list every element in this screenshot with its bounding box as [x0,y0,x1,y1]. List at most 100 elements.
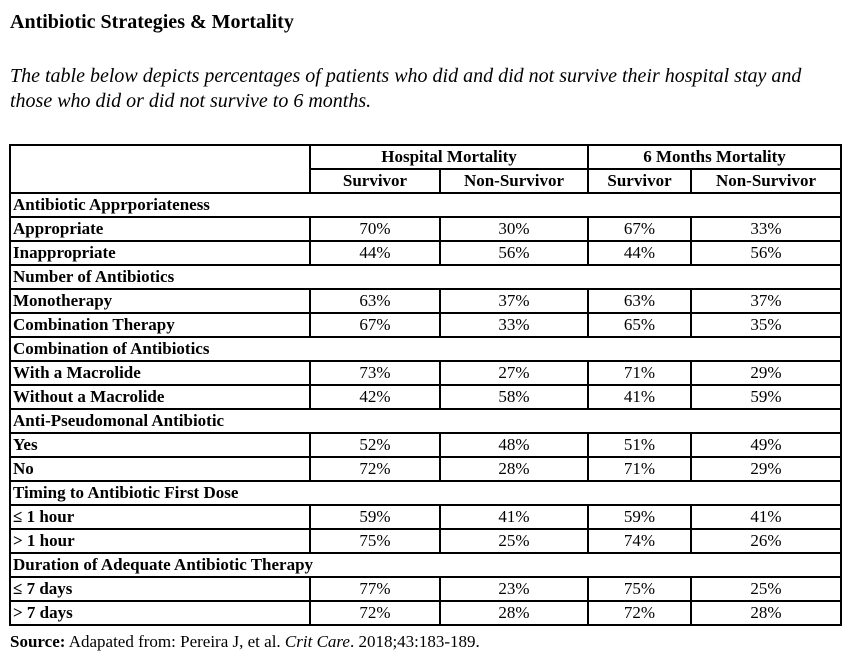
section-header: Antibiotic Apprporiateness [8,192,843,218]
value-cell: 28% [438,600,590,626]
value-cell: 72% [309,600,441,626]
row-label: ≤ 1 hour [9,504,311,530]
value-cell: 35% [690,312,843,338]
value-cell: 26% [690,528,843,554]
value-cell: 25% [438,528,590,554]
value-cell: 59% [690,384,843,410]
value-cell: 41% [438,504,590,530]
page-title: Antibiotic Strategies & Mortality [10,11,294,33]
table-row: Yes 52% 48% 51% 49% [9,432,843,458]
row-label: ≤ 7 days [9,576,311,602]
section-header: Timing to Antibiotic First Dose [8,480,843,506]
value-cell: 58% [438,384,590,410]
value-cell: 37% [690,288,843,314]
table-row: Inappropriate 44% 56% 44% 56% [9,240,843,266]
value-cell: 70% [309,216,441,242]
table-row: ≤ 1 hour 59% 41% 59% 41% [9,504,843,530]
table-row: Without a Macrolide 42% 58% 41% 59% [9,384,843,410]
section-header: Number of Antibiotics [8,264,843,290]
subheader-6mo-non-survivor: Non-Survivor [690,168,843,194]
value-cell: 71% [587,456,693,482]
value-cell: 72% [587,600,693,626]
table-row: ≤ 7 days 77% 23% 75% 25% [9,576,843,602]
value-cell: 65% [587,312,693,338]
section-header: Combination of Antibiotics [8,336,843,362]
value-cell: 73% [309,360,441,386]
row-label: Yes [9,432,311,458]
corner-cell [9,144,311,194]
source-label: Source: [10,632,66,651]
value-cell: 67% [309,312,441,338]
value-cell: 27% [438,360,590,386]
value-cell: 63% [587,288,693,314]
value-cell: 56% [438,240,590,266]
table-row: Monotherapy 63% 37% 63% 37% [9,288,843,314]
value-cell: 29% [690,456,843,482]
table-row: > 1 hour 75% 25% 74% 26% [9,528,843,554]
row-label: > 7 days [9,600,311,626]
table-row: Appropriate 70% 30% 67% 33% [9,216,843,242]
row-label: No [9,456,311,482]
value-cell: 52% [309,432,441,458]
value-cell: 59% [587,504,693,530]
value-cell: 33% [690,216,843,242]
col-group-6-months-mortality: 6 Months Mortality [587,144,843,170]
value-cell: 28% [690,600,843,626]
value-cell: 74% [587,528,693,554]
row-label: Inappropriate [9,240,311,266]
section-header: Duration of Adequate Antibiotic Therapy [8,552,843,578]
value-cell: 41% [690,504,843,530]
subheader-hospital-survivor: Survivor [309,168,441,194]
value-cell: 41% [587,384,693,410]
value-cell: 75% [587,576,693,602]
value-cell: 49% [690,432,843,458]
source-journal: Crit Care [284,632,350,651]
value-cell: 44% [587,240,693,266]
col-group-hospital-mortality: Hospital Mortality [308,144,590,170]
row-label: Appropriate [9,216,311,242]
row-label: Combination Therapy [9,312,311,338]
source-text: Adapated from: Pereira J, et al. [65,632,285,651]
value-cell: 59% [309,504,441,530]
subtitle: The table below depicts percentages of p… [10,65,802,112]
value-cell: 77% [309,576,441,602]
row-label: > 1 hour [9,528,311,554]
value-cell: 23% [438,576,590,602]
row-label: Monotherapy [9,288,311,314]
table-row: > 7 days 72% 28% 72% 28% [9,600,843,626]
value-cell: 75% [309,528,441,554]
section-header-row: Duration of Adequate Antibiotic Therapy [8,552,843,578]
value-cell: 42% [309,384,441,410]
table-header-row-groups: Hospital Mortality 6 Months Mortality [9,144,843,194]
source-line: Source: Adapated from: Pereira J, et al.… [10,631,840,653]
value-cell: 72% [309,456,441,482]
value-cell: 29% [690,360,843,386]
source-suffix: . 2018;43:183-189. [349,632,480,651]
value-cell: 56% [690,240,843,266]
subheader-hospital-non-survivor: Non-Survivor [438,168,590,194]
row-label: With a Macrolide [9,360,311,386]
table-header-row-sub: Survivor Non-Survivor Survivor Non-Survi… [10,168,843,194]
value-cell: 30% [438,216,590,242]
value-cell: 25% [690,576,843,602]
section-header-row: Timing to Antibiotic First Dose [8,480,843,506]
table-row: Combination Therapy 67% 33% 65% 35% [9,312,843,338]
table-row: No 72% 28% 71% 29% [9,456,843,482]
subheader-6mo-survivor: Survivor [587,168,693,194]
value-cell: 67% [587,216,693,242]
value-cell: 33% [438,312,590,338]
row-label: Without a Macrolide [9,384,311,410]
section-header-row: Antibiotic Apprporiateness [8,192,843,218]
section-header-row: Combination of Antibiotics [8,336,843,362]
value-cell: 28% [438,456,590,482]
section-header-row: Number of Antibiotics [8,264,843,290]
value-cell: 71% [587,360,693,386]
value-cell: 48% [438,432,590,458]
section-header: Anti-Pseudomonal Antibiotic [8,408,843,434]
mortality-table: Hospital Mortality 6 Months Mortality Su… [8,144,843,626]
value-cell: 44% [309,240,441,266]
value-cell: 37% [438,288,590,314]
value-cell: 51% [587,432,693,458]
value-cell: 63% [309,288,441,314]
